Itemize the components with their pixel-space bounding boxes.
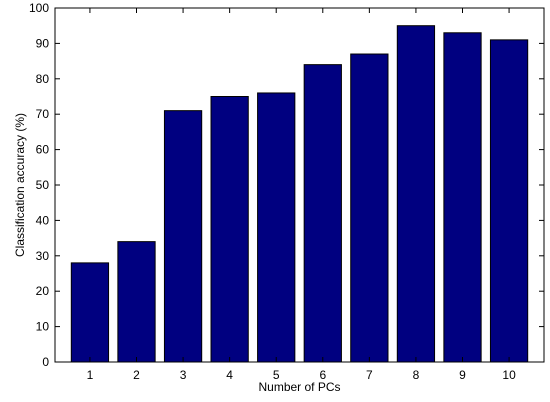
y-tick-label: 0: [42, 355, 49, 369]
y-tick-label: 50: [36, 178, 50, 192]
bar-7: [350, 53, 389, 363]
x-tick-label: 3: [180, 368, 187, 382]
x-axis-label: Number of PCs: [258, 380, 340, 394]
x-tick-label: 10: [502, 368, 516, 382]
bar-4: [210, 96, 249, 363]
bar-5: [257, 92, 296, 363]
bars-group: [70, 25, 529, 363]
y-tick-label: 20: [36, 284, 50, 298]
y-tick-label: 30: [36, 249, 50, 263]
y-axis-ticks: 0 10 20 30 40 50 60 70 80 90 100: [29, 1, 544, 369]
y-tick-label: 100: [29, 1, 49, 15]
x-tick-label: 5: [273, 368, 280, 382]
x-tick-label: 4: [226, 368, 233, 382]
x-tick-label: 8: [413, 368, 420, 382]
y-tick-label: 90: [36, 36, 50, 50]
y-tick-label: 80: [36, 72, 50, 86]
y-tick-label: 40: [36, 213, 50, 227]
y-tick-label: 70: [36, 107, 50, 121]
x-tick-label: 6: [319, 368, 326, 382]
y-tick-label: 10: [36, 320, 50, 334]
x-tick-label: 2: [133, 368, 140, 382]
bar-3: [163, 110, 203, 363]
bar-2: [117, 241, 156, 363]
x-axis-ticks: 1 2 3 4 5 6 7 8 9 10: [87, 8, 516, 382]
bar-6: [303, 64, 342, 363]
bar-8: [396, 25, 436, 363]
y-axis-label: Classification accuracy (%): [13, 113, 27, 257]
x-tick-label: 7: [366, 368, 373, 382]
y-tick-label: 60: [36, 143, 50, 157]
x-tick-label: 1: [87, 368, 94, 382]
bar-1: [70, 262, 110, 363]
bar-10: [489, 39, 529, 363]
bar-9: [443, 32, 482, 363]
x-tick-label: 9: [459, 368, 466, 382]
